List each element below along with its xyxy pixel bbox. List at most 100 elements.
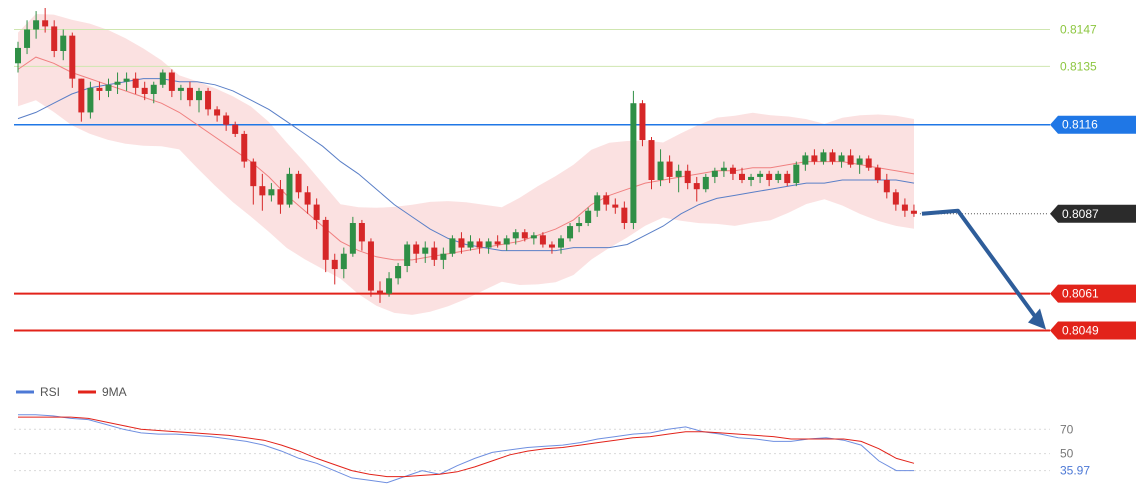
ma9-legend-label: 9MA bbox=[102, 385, 127, 399]
candle-body bbox=[567, 226, 574, 239]
candle-body bbox=[114, 81, 121, 85]
candle-body bbox=[377, 290, 383, 294]
candle-body bbox=[612, 204, 619, 208]
candle-body bbox=[223, 115, 230, 125]
candle-body bbox=[485, 241, 492, 248]
candle-body bbox=[802, 155, 809, 165]
candle-body bbox=[702, 176, 709, 190]
candle-body bbox=[340, 253, 347, 270]
candle-body bbox=[132, 78, 139, 88]
candle-body bbox=[539, 235, 546, 245]
candle-body bbox=[358, 223, 365, 242]
candle-body bbox=[458, 238, 465, 248]
candle-body bbox=[42, 20, 49, 27]
candle-body bbox=[639, 103, 646, 141]
candle-body bbox=[259, 186, 266, 196]
candle-body bbox=[901, 204, 908, 211]
candle-body bbox=[313, 204, 320, 220]
candle-body bbox=[784, 173, 791, 184]
candle-body bbox=[286, 173, 293, 205]
candle-body bbox=[684, 170, 691, 184]
candle-body bbox=[503, 238, 510, 245]
bollinger-band bbox=[18, 14, 914, 315]
candle-body bbox=[630, 103, 637, 223]
candle-body bbox=[96, 87, 103, 91]
candle-body bbox=[186, 87, 193, 101]
price-panel: 0.8147 0.8135 0.8116 0.8087 0.8061 0.8049 bbox=[14, 8, 1136, 340]
candle-body bbox=[159, 72, 166, 85]
level-label: 0.8147 bbox=[1060, 23, 1097, 37]
candle-body bbox=[349, 223, 356, 254]
rsi-tick-label: 50 bbox=[1060, 447, 1074, 461]
rsi-legend-label: RSI bbox=[40, 385, 60, 399]
level-lines bbox=[14, 29, 1050, 332]
candle-body bbox=[883, 180, 890, 193]
candle-body bbox=[594, 195, 601, 211]
candle-body bbox=[720, 167, 727, 171]
bollinger-middle-line bbox=[17, 56, 915, 261]
candle-body bbox=[177, 87, 184, 91]
candle-body bbox=[150, 84, 157, 94]
candle-body bbox=[250, 161, 257, 187]
candle-body bbox=[304, 192, 311, 205]
candle-body bbox=[467, 241, 474, 248]
candle-body bbox=[205, 90, 212, 110]
candle-body bbox=[512, 232, 519, 239]
candle-body bbox=[793, 164, 800, 184]
candle-body bbox=[367, 241, 374, 291]
candle-body bbox=[693, 183, 700, 190]
level-label: 0.8061 bbox=[1062, 287, 1099, 301]
candle-body bbox=[449, 238, 456, 254]
candle-body bbox=[78, 78, 85, 113]
candle-body bbox=[69, 35, 76, 79]
candle-body bbox=[404, 244, 411, 266]
candle-body bbox=[268, 189, 275, 196]
candle-body bbox=[322, 219, 329, 260]
projection-path bbox=[921, 208, 1040, 322]
candle-body bbox=[820, 152, 827, 162]
candle-body bbox=[548, 244, 555, 248]
moving-average-line bbox=[17, 78, 915, 252]
candle-body bbox=[476, 241, 483, 248]
candle-body bbox=[748, 176, 755, 180]
projection-arrow bbox=[921, 208, 1046, 330]
rsi-tick-label: 70 bbox=[1060, 422, 1074, 436]
candle-body bbox=[838, 155, 845, 162]
candle-body bbox=[892, 192, 899, 205]
candle-body bbox=[675, 170, 682, 177]
candle-body bbox=[123, 78, 130, 82]
rsi-panel: RSI 9MA 70 50 35.97 bbox=[14, 385, 1090, 484]
level-badge bbox=[1050, 115, 1136, 134]
candle-body bbox=[847, 155, 854, 165]
rsi-tick-labels: 70 50 35.97 bbox=[1060, 422, 1090, 477]
candle-body bbox=[214, 109, 221, 116]
candle-body bbox=[196, 90, 202, 101]
candle-body bbox=[657, 161, 664, 180]
level-label: 0.8135 bbox=[1060, 59, 1097, 73]
candle-body bbox=[530, 235, 537, 239]
candle-body bbox=[295, 173, 302, 193]
candle-body bbox=[232, 124, 239, 134]
candle-body bbox=[856, 158, 863, 165]
candle-body bbox=[521, 232, 528, 239]
candle-body bbox=[440, 253, 447, 260]
candle-body bbox=[775, 173, 782, 180]
candle-body bbox=[241, 133, 248, 162]
candle-body bbox=[331, 259, 338, 270]
candle-body bbox=[395, 266, 402, 279]
candle-body bbox=[51, 26, 58, 51]
candle-body bbox=[24, 29, 31, 48]
candle-body bbox=[585, 210, 592, 223]
rsi-legend: RSI 9MA bbox=[16, 385, 127, 399]
candle-body bbox=[910, 210, 917, 214]
candle-body bbox=[621, 207, 628, 223]
price-axis-labels: 0.8147 0.8135 0.8116 0.8087 0.8061 0.8049 bbox=[1050, 23, 1136, 340]
candle-body bbox=[603, 195, 610, 205]
candle-body bbox=[729, 167, 736, 174]
candle-body bbox=[829, 152, 836, 162]
candles bbox=[15, 8, 917, 303]
candle-body bbox=[422, 247, 429, 254]
candle-body bbox=[576, 223, 583, 227]
level-label: 0.8049 bbox=[1062, 324, 1099, 338]
